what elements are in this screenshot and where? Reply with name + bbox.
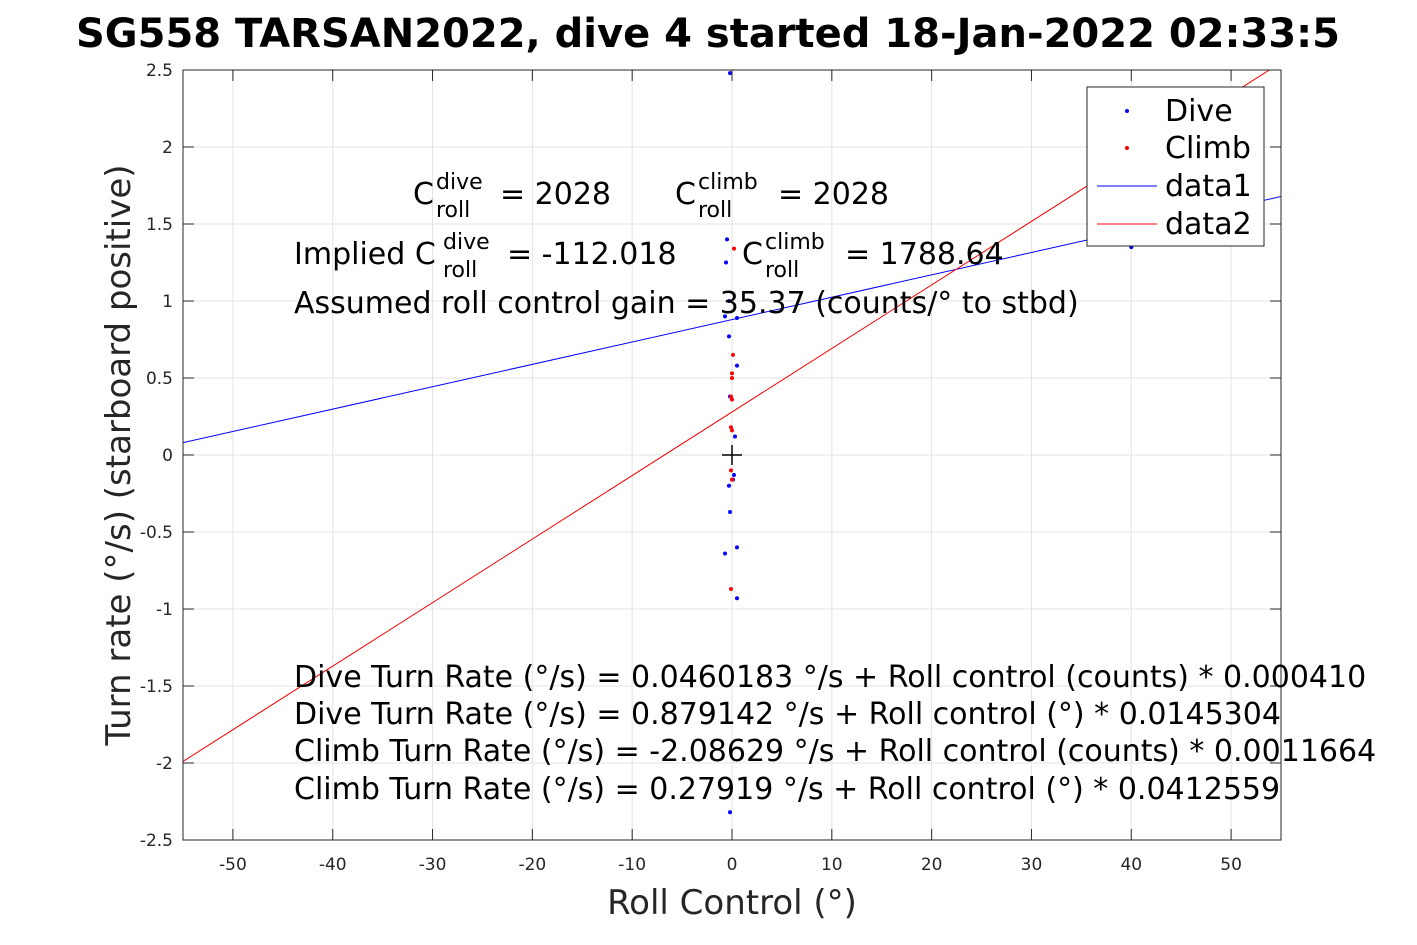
annotation-c-dive: C dive roll = 2028 <box>413 170 611 223</box>
point-dive <box>728 509 733 514</box>
point-dive <box>731 473 736 478</box>
gain-annotation: Assumed roll control gain = 35.37 (count… <box>294 286 1079 321</box>
y-tick-label: 0 <box>162 446 173 466</box>
implied-dive-superscript: dive <box>443 230 490 255</box>
equation-dive-counts: Dive Turn Rate (°/s) = 0.0460183 °/s + R… <box>294 660 1366 695</box>
annotation-c-climb: C climb roll = 2028 <box>675 170 889 223</box>
point-climb <box>729 394 734 399</box>
point-climb <box>730 397 734 402</box>
ticks <box>183 69 1281 841</box>
c-climb-value: = 2028 <box>778 177 889 212</box>
legend-climb-marker <box>1125 146 1129 150</box>
c-dive-superscript: dive <box>436 170 483 195</box>
point-dive <box>732 434 737 439</box>
point-dive <box>724 260 729 265</box>
y-axis-label: Turn rate (°/s) (starboard positive) <box>99 164 139 746</box>
legend-dive-marker <box>1125 109 1129 113</box>
implied-dive-subscript: roll <box>443 258 477 283</box>
y-tick-label: 1.5 <box>146 215 173 235</box>
y-tick-label: 2 <box>162 138 173 158</box>
x-tick-label: 30 <box>1021 855 1043 875</box>
x-tick-labels: -50 -40 -30 -20 -10 0 10 20 30 40 50 <box>219 855 1242 875</box>
point-climb <box>729 425 734 430</box>
equation-dive-degrees: Dive Turn Rate (°/s) = 0.879142 °/s + Ro… <box>294 697 1281 732</box>
legend-dive-label: Dive <box>1165 94 1233 129</box>
y-tick-label: -0.5 <box>140 523 173 543</box>
annotation-implied: Implied C dive roll = -112.018 C climb r… <box>294 230 1004 283</box>
point-dive <box>734 315 739 320</box>
x-tick-label: -30 <box>419 855 447 875</box>
equation-climb-counts: Climb Turn Rate (°/s) = -2.08629 °/s + R… <box>294 734 1376 769</box>
point-dive <box>728 71 733 76</box>
point-dive <box>727 334 732 339</box>
legend: Dive Climb data1 data2 <box>1086 86 1265 247</box>
implied-dive-value: = -112.018 <box>507 237 677 272</box>
x-axis-label: Roll Control (°) <box>607 883 857 923</box>
legend-data1-label: data1 <box>1165 169 1252 204</box>
implied-climb-value: = 1788.64 <box>845 237 1004 272</box>
point-dive <box>723 314 728 319</box>
c-climb-subscript: roll <box>698 198 732 223</box>
x-tick-label: -40 <box>319 855 347 875</box>
y-tick-labels: -2.5 -2 -1.5 -1 -0.5 0 0.5 1 1.5 2 2.5 <box>140 61 173 851</box>
point-dive <box>734 545 739 550</box>
chart-title: SG558 TARSAN2022, dive 4 started 18-Jan-… <box>76 11 1340 57</box>
point-climb <box>730 477 734 482</box>
x-tick-label: 50 <box>1220 855 1242 875</box>
point-climb <box>730 352 735 357</box>
y-tick-label: -2 <box>156 754 173 774</box>
point-climb <box>730 376 734 380</box>
legend-box <box>1086 86 1265 247</box>
point-dive <box>727 299 732 303</box>
x-tick-label: 10 <box>821 855 843 875</box>
x-tick-label: -10 <box>618 855 646 875</box>
y-tick-label: -1 <box>156 600 173 620</box>
point-climb <box>729 586 734 591</box>
c-climb-superscript: climb <box>698 170 758 195</box>
y-tick-label: 0.5 <box>146 369 173 389</box>
point-dive <box>734 596 739 601</box>
point-dive <box>728 810 733 815</box>
implied-prefix: Implied C <box>294 237 436 272</box>
c-dive-value: = 2028 <box>500 177 611 212</box>
implied-climb-superscript: climb <box>765 230 825 255</box>
data-points <box>722 71 1134 815</box>
x-tick-label: -50 <box>219 855 247 875</box>
legend-climb-label: Climb <box>1165 131 1251 166</box>
c-dive-letter: C <box>413 177 434 212</box>
x-tick-label: 20 <box>921 855 943 875</box>
implied-climb-letter: C <box>742 237 763 272</box>
y-tick-label: 1 <box>162 292 173 312</box>
y-tick-label: -2.5 <box>140 831 173 851</box>
c-climb-letter: C <box>675 177 696 212</box>
equation-climb-degrees: Climb Turn Rate (°/s) = 0.27919 °/s + Ro… <box>294 772 1280 807</box>
point-dive <box>725 237 730 242</box>
point-climb <box>730 428 734 433</box>
x-tick-label: 40 <box>1120 855 1142 875</box>
point-climb <box>730 371 734 376</box>
point-dive <box>723 551 728 556</box>
point-dive <box>727 483 732 488</box>
legend-data2-label: data2 <box>1165 207 1252 242</box>
point-climb <box>729 468 734 473</box>
point-climb <box>731 246 736 251</box>
y-tick-label: 2.5 <box>146 61 173 81</box>
y-tick-label: -1.5 <box>140 677 173 697</box>
c-dive-subscript: roll <box>436 198 470 223</box>
implied-climb-subscript: roll <box>765 258 799 283</box>
x-tick-label: 0 <box>727 855 738 875</box>
x-tick-label: -20 <box>518 855 546 875</box>
point-dive <box>734 363 739 368</box>
